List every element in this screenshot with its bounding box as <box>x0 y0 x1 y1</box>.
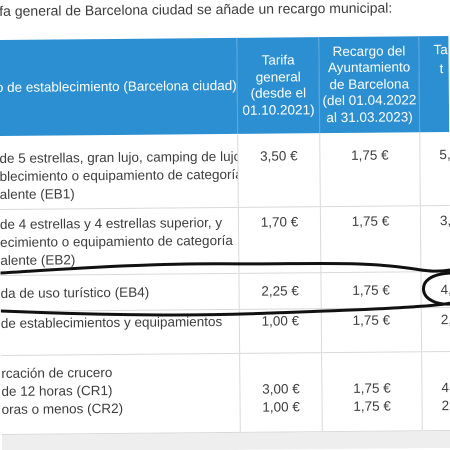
header-col3-line: Ayuntamiento <box>327 59 411 76</box>
row-total: 3, <box>419 205 450 272</box>
row-surcharge: 1,75 € 1,75 € <box>321 352 422 432</box>
row-general-rate: 1,70 € <box>237 207 321 273</box>
row-general-rate: 2,25 € <box>238 273 321 309</box>
row-surcharge-line: 1,75 € <box>353 398 391 414</box>
row-description: de establecimientos y equipamientos <box>0 314 223 331</box>
row-total: 5, <box>419 131 450 206</box>
row-total-line: 2, <box>441 398 450 414</box>
header-col3-line: al 31.03.2023) <box>326 109 413 125</box>
header-col3-line: de Barcelona <box>329 76 410 92</box>
row-description-line: de 5 estrellas, gran lujo, camping de lu… <box>0 148 238 166</box>
row-general-rate: 1,00 € <box>238 309 322 353</box>
header-col3-lines: Recargo del Ayuntamiento de Barcelona (d… <box>322 43 417 126</box>
row-total-line <box>441 361 450 379</box>
row-total: 4, <box>420 271 450 308</box>
row-surcharge: 1,75 € <box>319 132 420 207</box>
row-description-line: alente (EB1) <box>0 186 75 202</box>
header-col4-line: Ta <box>433 42 448 58</box>
header-col3-line: Recargo del <box>332 43 406 59</box>
table-row: rcación de crucero de 12 horas (CR1) ora… <box>1 351 450 435</box>
row-surcharge-line <box>322 361 421 380</box>
row-general-rate-line: 1,00 € <box>262 399 300 415</box>
table-row: de 5 estrellas, gran lujo, camping de lu… <box>0 131 450 210</box>
intro-text: ifa general de Barcelona ciudad se añade… <box>0 0 393 19</box>
row-total-line: 4, <box>441 380 450 396</box>
header-col4-line: t <box>439 60 444 76</box>
row-general-rate: 3,00 € 1,00 € <box>239 353 322 432</box>
header-col2-line: Tarifa <box>261 52 295 68</box>
row-description: de 5 estrellas, gran lujo, camping de lu… <box>0 134 238 209</box>
header-col2-line: general <box>255 68 301 85</box>
row-general-rate: 3,50 € <box>237 133 320 207</box>
bottom-gray-band <box>1 431 450 450</box>
row-total: 4, 2, <box>421 351 450 431</box>
row-surcharge: 1,75 € <box>320 308 422 353</box>
table-row: de establecimientos y equipamientos 1,00… <box>0 307 450 356</box>
table-row: de 4 estrellas y 4 estrellas superior, y… <box>0 205 450 276</box>
header-col1-label: o de establecimiento (Barcelona ciudad) <box>0 77 237 95</box>
row-description-line: blecimiento o equipamiento de categoría <box>0 166 238 184</box>
row-general-rate-line: 3,00 € <box>262 381 300 397</box>
header-establishment-type: o de establecimiento (Barcelona ciudad) <box>0 37 238 136</box>
row-general-rate-line <box>240 362 321 381</box>
table-row: da de uso turístico (EB4) 2,25 € 1,75 € … <box>0 271 450 312</box>
header-col2-lines: Tarifa general (desde el 01.10.2021) <box>242 52 315 119</box>
row-description: rcación de crucero de 12 horas (CR1) ora… <box>1 354 240 434</box>
header-col2-line: (desde el <box>250 85 307 101</box>
row-description-line: ecimiento o equipamiento de categoría <box>0 232 233 250</box>
row-description: de 4 estrellas y 4 estrellas superior, y… <box>0 208 238 275</box>
row-description: da de uso turístico (EB4) <box>0 284 150 301</box>
row-surcharge: 1,75 € <box>319 206 421 273</box>
header-col4-lines: Ta t <box>433 42 448 77</box>
header-total: Ta t <box>418 35 450 133</box>
row-description-line: oras o menos (CR2) <box>1 400 124 417</box>
header-col2-line: 01.10.2021) <box>242 101 315 118</box>
row-description-line: de 4 estrellas y 4 estrellas superior, y <box>0 215 223 232</box>
header-municipal-surcharge: Recargo del Ayuntamiento de Barcelona (d… <box>318 36 420 134</box>
row-description-line: de 12 horas (CR1) <box>1 382 113 399</box>
header-col3-line: (del 01.04.2022 <box>322 92 417 109</box>
row-surcharge-line: 1,75 € <box>353 380 391 396</box>
row-description-line: alente (EB2) <box>0 252 76 268</box>
header-general-rate: Tarifa general (desde el 01.10.2021) <box>236 37 320 134</box>
row-description-line: rcación de crucero <box>1 364 113 381</box>
row-total: 2, <box>420 307 450 352</box>
row-surcharge: 1,75 € <box>320 272 421 309</box>
